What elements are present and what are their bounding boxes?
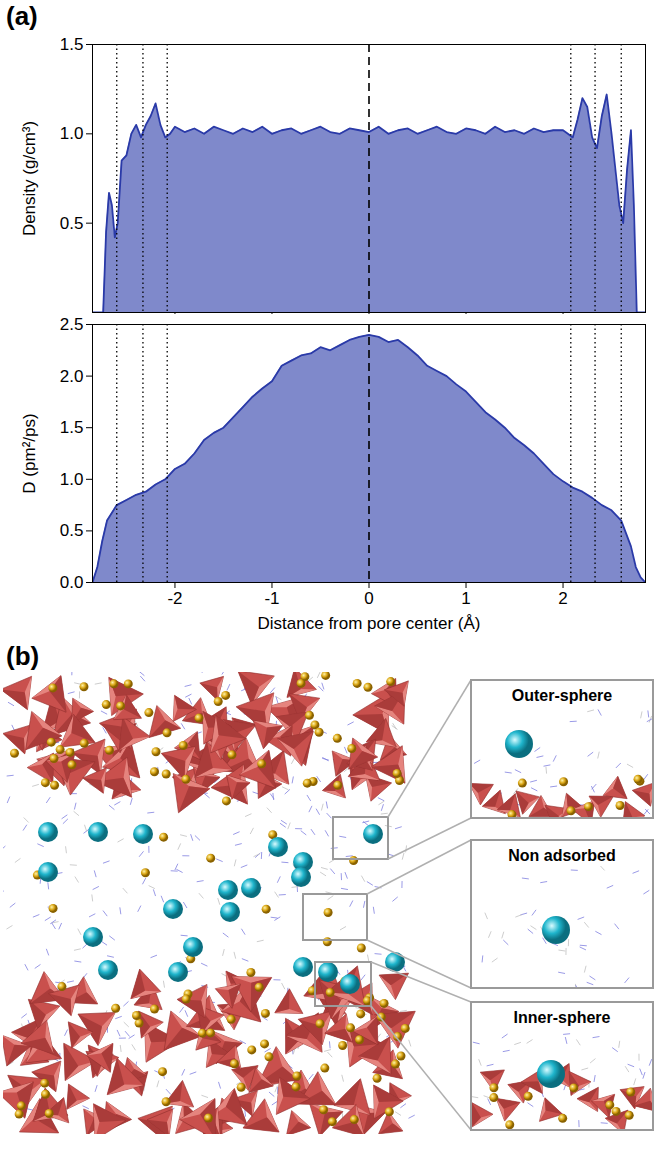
svg-text:2: 2 xyxy=(558,589,567,608)
html-text:(a): (a) xyxy=(6,1,38,31)
svg-text:1.5: 1.5 xyxy=(60,35,84,54)
svg-text:Inner-sphere: Inner-sphere xyxy=(514,1009,611,1026)
svg-text:Non adsorbed: Non adsorbed xyxy=(508,847,616,864)
svg-text:0.5: 0.5 xyxy=(60,521,84,540)
svg-text:Distance from pore center (Å): Distance from pore center (Å) xyxy=(258,614,481,633)
html-text:(b): (b) xyxy=(6,641,40,671)
svg-text:Outer-sphere: Outer-sphere xyxy=(512,687,613,704)
svg-text:D (pm²/ps): D (pm²/ps) xyxy=(20,413,39,493)
svg-text:2.0: 2.0 xyxy=(60,367,84,386)
svg-text:0: 0 xyxy=(364,589,373,608)
svg-text:-2: -2 xyxy=(167,589,182,608)
svg-text:1.0: 1.0 xyxy=(60,124,84,143)
svg-text:1.5: 1.5 xyxy=(60,418,84,437)
svg-text:0.5: 0.5 xyxy=(60,214,84,233)
svg-text:-1: -1 xyxy=(264,589,279,608)
svg-text:2.5: 2.5 xyxy=(60,315,84,334)
svg-text:0.0: 0.0 xyxy=(60,573,84,592)
svg-text:1.0: 1.0 xyxy=(60,470,84,489)
svg-text:Density (g/cm³): Density (g/cm³) xyxy=(20,121,39,236)
svg-text:1: 1 xyxy=(461,589,470,608)
